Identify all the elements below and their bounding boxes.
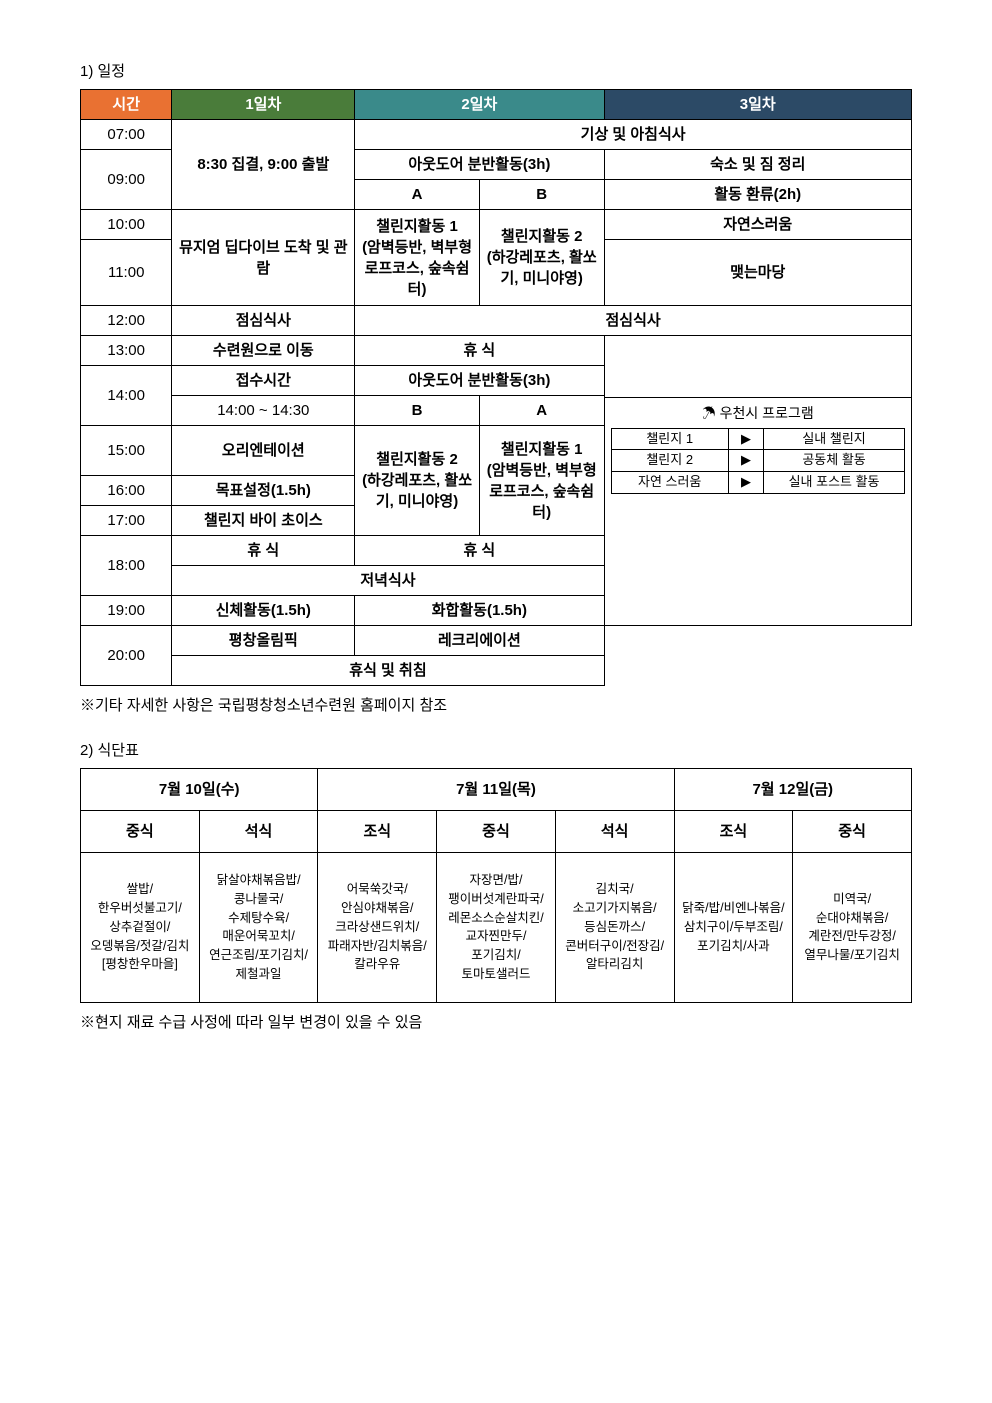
rainy-2a: 챌린지 2 (611, 450, 728, 472)
rainy-2b: 공동체 활동 (764, 450, 905, 472)
meal-date-2: 7월 11일(목) (318, 769, 674, 811)
d1-lunch: 점심식사 (172, 306, 355, 336)
hdr-day1: 1일차 (172, 90, 355, 120)
d1-reception-time: 14:00 ~ 14:30 (172, 396, 355, 426)
m12-jo: 닭죽/밥/비엔나볶음/삼치구이/두부조림/포기김치/사과 (674, 853, 793, 1003)
d2-wake: 기상 및 아침식사 (355, 120, 912, 150)
d2-c1b-body: (암벽등반, 벽부형 로프코스, 숲속쉼터) (487, 462, 597, 521)
m10-seok-hdr: 석식 (199, 811, 318, 853)
d2-a2: A (479, 396, 604, 426)
time-1100: 11:00 (81, 240, 172, 306)
rainy-1a: 챌린지 1 (611, 428, 728, 450)
d3-reflect: 활동 환류(2h) (604, 180, 912, 210)
m12-jo-hdr: 조식 (674, 811, 793, 853)
m11-seok-hdr: 석식 (555, 811, 674, 853)
time-1500: 15:00 (81, 426, 172, 476)
d1-reception: 접수시간 (172, 366, 355, 396)
m11-seok: 김치국/소고기가지볶음/등심돈까스/콘버터구이/전장김/알타리김치 (555, 853, 674, 1003)
d2-c2: 챌린지활동 2 (하강레포츠, 활쏘기, 미니야영) (479, 210, 604, 306)
time-1400: 14:00 (81, 366, 172, 426)
d1-museum: 뮤지엄 딥다이브 도착 및 관람 (172, 210, 355, 306)
d3-yard: 맺는마당 (604, 240, 912, 306)
d3-natural: 자연스러움 (604, 210, 912, 240)
meal-date-1: 7월 10일(수) (81, 769, 318, 811)
schedule-table: 시간 1일차 2일차 3일차 07:00 8:30 집결, 9:00 출발 기상… (80, 89, 912, 686)
rainy-table: 챌린지 1 ▶ 실내 챌린지 챌린지 2 ▶ 공동체 활동 자연 스러움 ▶ 실… (611, 428, 906, 495)
time-1900: 19:00 (81, 596, 172, 626)
m12-jung-hdr: 중식 (793, 811, 912, 853)
schedule-section-title: 1) 일정 (80, 60, 912, 81)
d3-clean: 숙소 및 짐 정리 (604, 150, 912, 180)
d1-body: 신체활동(1.5h) (172, 596, 355, 626)
d2-c1b: 챌린지활동 1 (암벽등반, 벽부형 로프코스, 숲속쉼터) (479, 426, 604, 536)
d1-move: 수련원으로 이동 (172, 336, 355, 366)
d1-assemble: 8:30 집결, 9:00 출발 (172, 120, 355, 210)
d2-b2: B (355, 396, 480, 426)
time-0900: 09:00 (81, 150, 172, 210)
rainy-3a: 자연 스러움 (611, 472, 728, 494)
d2-rest-eve: 휴 식 (355, 536, 604, 566)
m10-jung-hdr: 중식 (81, 811, 200, 853)
d2-b: B (479, 180, 604, 210)
rainy-title: ☂ 우천시 프로그램 (605, 398, 912, 428)
time-1200: 12:00 (81, 306, 172, 336)
hdr-day2: 2일차 (355, 90, 604, 120)
d2-rec: 레크리에이션 (355, 626, 604, 656)
d2-c2-title: 챌린지활동 2 (501, 228, 583, 245)
d2-a: A (355, 180, 480, 210)
d2-c2-body: (하강레포츠, 활쏘기, 미니야영) (487, 249, 597, 287)
time-2000: 20:00 (81, 626, 172, 686)
m10-jung: 쌀밥/한우버섯불고기/상추겉절이/오뎅볶음/젓갈/김치[평창한우마을] (81, 853, 200, 1003)
meals-note: ※현지 재료 수급 사정에 따라 일부 변경이 있을 수 있음 (80, 1011, 912, 1032)
rainy-3b: 실내 포스트 활동 (764, 472, 905, 494)
schedule-header-row: 시간 1일차 2일차 3일차 (81, 90, 912, 120)
d2-c1-body: (암벽등반, 벽부형 로프코스, 숲속쉼터) (362, 239, 472, 298)
d1-olympic: 평창올림픽 (172, 626, 355, 656)
d1-goal: 목표설정(1.5h) (172, 476, 355, 506)
m11-jung-hdr: 중식 (437, 811, 556, 853)
hdr-day3: 3일차 (604, 90, 912, 120)
meal-date-3: 7월 12일(금) (674, 769, 911, 811)
m11-jung: 자장면/밥/팽이버섯계란파국/레몬소스순살치킨/교자찐만두/포기김치/토마토샐러… (437, 853, 556, 1003)
dinner: 저녁식사 (172, 566, 604, 596)
time-0700: 07:00 (81, 120, 172, 150)
rainy-1b: 실내 챌린지 (764, 428, 905, 450)
time-1800: 18:00 (81, 536, 172, 596)
d2-c2b-body: (하강레포츠, 활쏘기, 미니야영) (362, 472, 472, 510)
d1-rest: 휴 식 (172, 536, 355, 566)
d2-outdoor-am: 아웃도어 분반활동(3h) (355, 150, 604, 180)
d1-orientation: 오리엔테이션 (172, 426, 355, 476)
time-1600: 16:00 (81, 476, 172, 506)
rainy-arrow-2: ▶ (728, 450, 763, 472)
m12-jung: 미역국/순대야채볶음/계란전/만두강정/열무나물/포기김치 (793, 853, 912, 1003)
meals-table: 7월 10일(수) 7월 11일(목) 7월 12일(금) 중식 석식 조식 중… (80, 768, 912, 1003)
time-1300: 13:00 (81, 336, 172, 366)
d2-c2b: 챌린지활동 2 (하강레포츠, 활쏘기, 미니야영) (355, 426, 480, 536)
meals-section-title: 2) 식단표 (80, 739, 912, 760)
d1-choice: 챌린지 바이 초이스 (172, 506, 355, 536)
d2-c2b-title: 챌린지활동 2 (376, 451, 458, 468)
m11-jo: 어묵쑥갓국/안심야채볶음/크라상샌드위치/파래자반/김치볶음/칼라우유 (318, 853, 437, 1003)
time-1000: 10:00 (81, 210, 172, 240)
sleep: 휴식 및 취침 (172, 656, 604, 686)
d2-c1: 챌린지활동 1 (암벽등반, 벽부형 로프코스, 숲속쉼터) (355, 210, 480, 306)
d2-c1b-title: 챌린지활동 1 (501, 441, 583, 458)
rainy-arrow-3: ▶ (728, 472, 763, 494)
d2-c1-title: 챌린지활동 1 (376, 218, 458, 235)
hdr-time: 시간 (81, 90, 172, 120)
time-1700: 17:00 (81, 506, 172, 536)
d2-harmony: 화합활동(1.5h) (355, 596, 604, 626)
d2-rest-pm: 휴 식 (355, 336, 604, 366)
d3-rainy-container: ☂ 우천시 프로그램 챌린지 1 ▶ 실내 챌린지 챌린지 2 ▶ 공동체 활동… (604, 336, 912, 626)
m10-seok: 닭살야채볶음밥/콩나물국/수제탕수육/매운어묵꼬치/연근조림/포기김치/제철과일 (199, 853, 318, 1003)
m11-jo-hdr: 조식 (318, 811, 437, 853)
d2-lunch: 점심식사 (355, 306, 912, 336)
schedule-note: ※기타 자세한 사항은 국립평창청소년수련원 홈페이지 참조 (80, 694, 912, 715)
d2-outdoor-pm: 아웃도어 분반활동(3h) (355, 366, 604, 396)
rainy-arrow-1: ▶ (728, 428, 763, 450)
